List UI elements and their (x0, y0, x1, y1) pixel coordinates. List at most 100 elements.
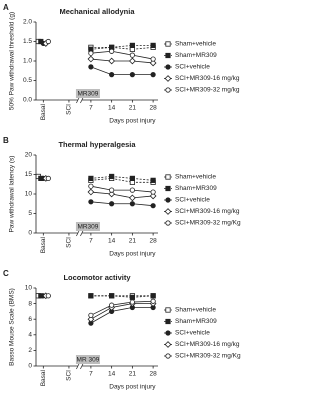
marker (88, 199, 94, 205)
x-tick-label: SCI (66, 104, 73, 115)
legend-label: Sham+MR309 (175, 185, 217, 192)
annotation-box (75, 355, 100, 364)
series-line (90, 191, 154, 199)
y-tick-label: 0 (28, 363, 32, 370)
marker (129, 294, 135, 300)
legend-marker (165, 353, 171, 359)
y-tick-label: 5 (28, 210, 32, 217)
series-line (90, 46, 154, 50)
legend-marker (165, 185, 171, 192)
marker (88, 293, 94, 299)
marker (129, 299, 135, 305)
marker (129, 57, 136, 65)
marker (129, 42, 135, 49)
marker (129, 187, 135, 193)
marker (150, 56, 156, 62)
axis-break (77, 97, 82, 103)
x-tick-label: 14 (108, 105, 116, 112)
marker (129, 72, 135, 78)
legend-marker (165, 87, 171, 93)
marker (45, 38, 51, 45)
marker (109, 302, 115, 308)
y-tick-label: 4 (28, 332, 32, 339)
x-tick-label: 7 (89, 371, 93, 378)
legend-marker (164, 75, 172, 82)
marker (149, 59, 157, 67)
marker (150, 72, 156, 78)
series-line (90, 177, 154, 183)
legend-marker (165, 174, 171, 180)
panel-label: C (3, 269, 9, 278)
marker (150, 189, 156, 195)
marker (129, 52, 135, 58)
legend-marker (165, 330, 171, 336)
marker (150, 293, 156, 299)
chart-title: Locomotor activity (63, 273, 131, 282)
marker (109, 201, 115, 207)
y-tick-label: 0.5 (23, 77, 32, 84)
legend-marker (164, 208, 172, 215)
legend-label: Sham+vehicle (175, 307, 216, 314)
series-line (90, 201, 154, 207)
marker (88, 64, 94, 70)
marker (87, 315, 95, 323)
x-tick-label: Basal (40, 369, 47, 386)
annotation: MR309 (77, 223, 98, 230)
marker (150, 298, 156, 304)
y-tick-label: 8 (28, 300, 32, 307)
x-tick-label: 28 (150, 371, 158, 378)
marker (129, 175, 135, 181)
marker (108, 190, 116, 198)
x-tick-label: Basal (40, 103, 47, 120)
marker (109, 293, 115, 299)
legend-marker (164, 341, 172, 348)
legend-label: Sham+MR309 (175, 52, 217, 59)
y-tick-label: 0.0 (23, 97, 32, 104)
marker (88, 183, 94, 189)
marker (109, 72, 115, 78)
legend-label: SCI+MR309-32 mg/Kg (175, 220, 241, 227)
legend-label: SCI+MR309-16 mg/kg (175, 341, 240, 348)
legend-label: SCI+vehicle (175, 197, 210, 204)
x-tick-label: 14 (108, 371, 116, 378)
x-tick-label: 28 (150, 238, 158, 245)
legend-label: SCI+MR309-32 mg/kg (175, 87, 240, 94)
y-tick-label: 1.5 (23, 38, 32, 45)
series-line (90, 176, 154, 181)
legend-marker (165, 318, 171, 325)
marker (108, 57, 116, 65)
y-axis-label: Basso Mouse Scale (BMS) (9, 288, 16, 366)
series-line (90, 58, 154, 64)
x-tick-label: 28 (150, 105, 158, 112)
series-line (90, 303, 154, 320)
x-tick-label: 21 (129, 371, 137, 378)
series-line (90, 45, 154, 50)
series-line (90, 50, 154, 60)
legend-marker (165, 52, 171, 59)
series-line (90, 300, 154, 316)
legend-label: SCI+vehicle (175, 330, 210, 337)
marker (150, 42, 156, 49)
x-tick-label: 7 (89, 238, 93, 245)
marker (87, 188, 95, 196)
marker (149, 192, 157, 200)
annotation: MR309 (77, 90, 98, 97)
legend-marker (165, 307, 171, 313)
marker (87, 55, 95, 63)
legend-label: SCI+MR309-32 mg/Kg (175, 353, 241, 360)
marker (45, 293, 51, 299)
y-axis-label: Paw withdrawal latency (s) (9, 156, 16, 233)
legend-label: Sham+vehicle (175, 41, 216, 48)
legend-label: SCI+MR309-16 mg/kg (175, 75, 240, 82)
x-axis-label: Days post injury (109, 384, 156, 391)
marker (129, 194, 136, 202)
y-tick-label: 2.0 (23, 19, 32, 26)
annotation: MR 309 (77, 356, 100, 363)
series-line (90, 185, 154, 193)
marker (109, 48, 115, 54)
legend-label: SCI+vehicle (175, 64, 210, 71)
x-tick-label: SCI (66, 370, 73, 381)
legend-marker (165, 41, 171, 47)
x-tick-label: 14 (108, 238, 116, 245)
x-tick-label: Basal (40, 236, 47, 253)
